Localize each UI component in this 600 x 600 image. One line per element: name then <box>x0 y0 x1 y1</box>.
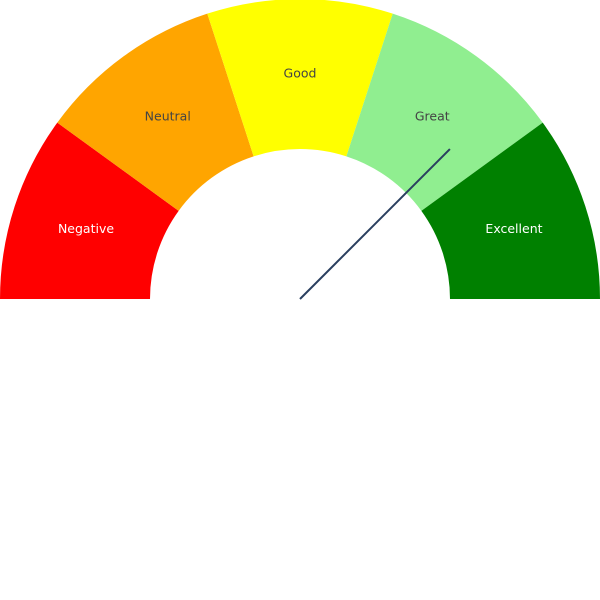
gauge-label-neutral: Neutral <box>145 108 191 123</box>
gauge-segment-great <box>346 13 543 211</box>
gauge-needle <box>299 148 451 300</box>
gauge-segment-good <box>207 0 393 157</box>
gauge-segment-negative <box>0 122 179 299</box>
gauge-segment-neutral <box>57 13 254 211</box>
gauge-segments <box>0 0 600 299</box>
gauge-segment-excellent <box>421 122 600 299</box>
gauge-label-excellent: Excellent <box>485 221 542 236</box>
gauge-label-negative: Negative <box>58 221 114 236</box>
gauge-label-great: Great <box>415 108 450 123</box>
gauge-label-good: Good <box>284 66 317 81</box>
gauge-labels: Negative Neutral Good Great Excellent <box>58 66 543 236</box>
